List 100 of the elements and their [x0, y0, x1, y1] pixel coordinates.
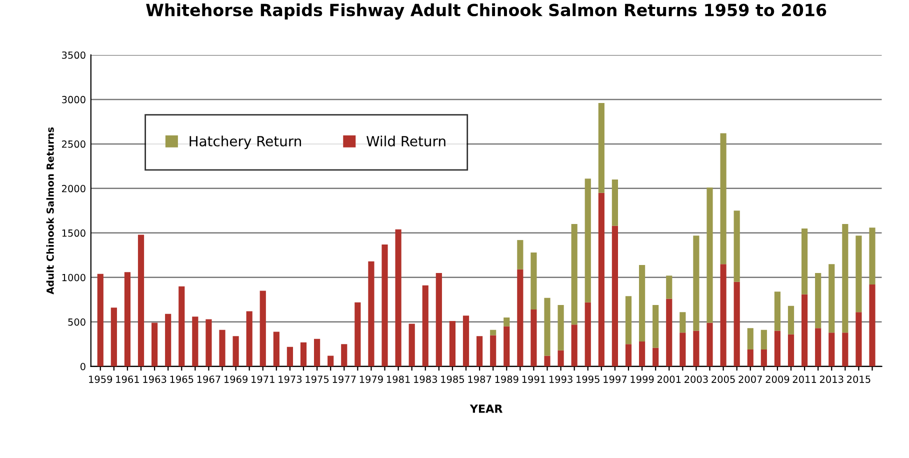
- bar: [436, 272, 442, 366]
- x-tick-label: 1965: [170, 376, 194, 383]
- bar: [422, 285, 428, 366]
- bar: [584, 178, 591, 302]
- bar: [571, 224, 578, 325]
- x-tick-label: 2009: [766, 376, 790, 383]
- bar: [138, 234, 144, 366]
- x-tick-label: 1993: [549, 376, 572, 383]
- bar: [530, 309, 537, 366]
- bar: [382, 244, 388, 366]
- bar: [598, 192, 604, 366]
- bar: [760, 330, 767, 350]
- bar: [788, 306, 794, 334]
- bar: [300, 342, 307, 366]
- bar: [774, 330, 781, 366]
- bar: [558, 305, 564, 350]
- bar: [856, 312, 862, 366]
- bar: [476, 336, 483, 366]
- x-tick-label: 1997: [604, 376, 626, 383]
- bar: [693, 330, 700, 366]
- y-tick-label: 1000: [62, 274, 86, 282]
- x-tick-label: 1961: [116, 376, 139, 383]
- bar: [314, 338, 320, 366]
- x-tick-label: 2003: [684, 376, 708, 383]
- bar: [152, 322, 158, 366]
- chart-title: Whitehorse Rapids Fishway Adult Chinook Salmon Returns 1959 to 2016: [146, 3, 826, 20]
- x-tick-label: 1973: [278, 376, 302, 383]
- bar: [680, 312, 686, 333]
- bar: [693, 236, 700, 331]
- legend-label: Hatchery Return: [190, 136, 301, 150]
- x-tick-label: 1977: [332, 376, 356, 383]
- bar: [368, 261, 374, 366]
- bar: [206, 319, 212, 366]
- bar: [734, 210, 740, 282]
- y-tick-label: 2500: [62, 140, 86, 148]
- bar: [720, 264, 726, 366]
- bar: [638, 341, 646, 366]
- x-tick-label: 1991: [522, 376, 546, 383]
- bar: [652, 305, 659, 348]
- bar: [273, 332, 280, 366]
- bar: [178, 286, 185, 366]
- bar: [124, 272, 131, 366]
- bar: [842, 224, 848, 333]
- bar: [354, 302, 361, 366]
- y-tick-label: 1500: [62, 229, 86, 237]
- bar: [625, 296, 632, 344]
- bar: [165, 314, 172, 366]
- bar: [612, 226, 618, 366]
- x-tick-label: 1985: [441, 376, 464, 383]
- x-tick-label: 2015: [847, 376, 870, 383]
- bar: [706, 322, 713, 366]
- x-tick-label: 1963: [143, 376, 166, 383]
- bar: [192, 316, 198, 366]
- bar: [232, 336, 239, 366]
- bar: [612, 180, 618, 226]
- y-axis-title: Adult Chinook Salmon Returns: [46, 127, 54, 294]
- y-tick-label: 0: [80, 362, 86, 370]
- y-tick-label: 3000: [62, 96, 86, 104]
- bar: [638, 264, 646, 342]
- bar: [801, 294, 808, 366]
- bar: [652, 348, 659, 366]
- x-tick-label: 1999: [630, 376, 654, 383]
- x-tick-label: 2007: [738, 376, 762, 383]
- bar: [842, 332, 848, 366]
- bar: [490, 335, 496, 366]
- bar: [666, 298, 672, 366]
- y-tick-label: 2000: [62, 184, 86, 192]
- bar: [815, 272, 822, 328]
- bar: [828, 264, 835, 333]
- x-tick-label: 1989: [495, 376, 518, 383]
- x-tick-label: 2011: [792, 376, 816, 383]
- bar: [734, 282, 740, 366]
- bar: [328, 356, 334, 366]
- bar: [490, 330, 496, 336]
- x-tick-label: 1971: [252, 376, 274, 383]
- x-tick-label: 1959: [89, 376, 112, 383]
- x-tick-label: 1987: [468, 376, 492, 383]
- x-tick-label: 1967: [197, 376, 220, 383]
- bar: [97, 274, 104, 366]
- bar: [504, 317, 510, 326]
- bar: [517, 240, 524, 270]
- x-tick-label: 1981: [386, 376, 410, 383]
- x-tick-label: 1983: [414, 376, 437, 383]
- bar: [869, 284, 876, 366]
- bar: [341, 344, 348, 366]
- bar: [598, 103, 604, 193]
- bar: [449, 321, 456, 366]
- bar: [747, 328, 754, 350]
- bar: [286, 346, 294, 366]
- bar: [680, 332, 686, 366]
- bar: [530, 252, 537, 310]
- bar: [408, 324, 415, 366]
- bar: [571, 324, 578, 366]
- bar: [219, 330, 226, 366]
- x-tick-label: 1975: [306, 376, 329, 383]
- x-tick-label: 1979: [360, 376, 383, 383]
- bar: [110, 308, 117, 366]
- bar: [517, 269, 524, 366]
- bar: [462, 316, 470, 366]
- bar: [856, 236, 862, 312]
